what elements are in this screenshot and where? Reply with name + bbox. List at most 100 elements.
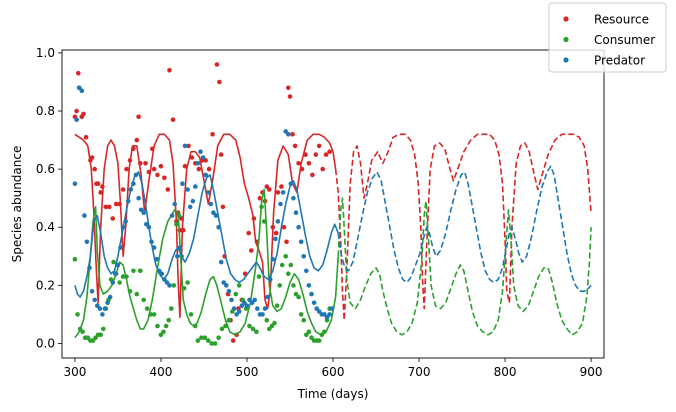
- predator-point: [200, 155, 206, 160]
- predator-point: [167, 283, 172, 288]
- predator-point: [113, 271, 118, 277]
- resource-point: [279, 184, 284, 189]
- consumer-point: [250, 326, 256, 332]
- predator-point: [79, 88, 85, 93]
- predator-point: [231, 306, 237, 311]
- consumer-point: [161, 329, 166, 335]
- x-tick-label: 600: [322, 365, 345, 379]
- consumer-point: [226, 317, 232, 323]
- x-axis-label: Time (days): [297, 387, 369, 401]
- resource-point: [83, 134, 89, 140]
- resource-point: [290, 132, 295, 137]
- resource-point: [170, 117, 176, 122]
- predator-point: [224, 283, 229, 288]
- predator-legend-marker: [563, 57, 569, 63]
- predator-point: [275, 219, 281, 224]
- predator-point: [72, 181, 78, 186]
- resource-point: [120, 187, 126, 192]
- consumer-point: [283, 253, 289, 259]
- resource-point: [107, 204, 112, 210]
- predator-point: [180, 181, 185, 186]
- predator-point: [172, 201, 177, 207]
- predator-point: [291, 195, 296, 201]
- resource-point: [89, 155, 95, 160]
- predator-point: [244, 303, 250, 309]
- resource-point: [162, 175, 167, 181]
- resource-point: [165, 187, 171, 192]
- consumer-forecast-line: [337, 197, 592, 336]
- predator-point: [185, 187, 190, 192]
- resource-point: [136, 114, 141, 120]
- consumer-point: [256, 274, 262, 279]
- predator-point: [89, 288, 95, 294]
- predator-point: [203, 172, 208, 178]
- predator-point: [262, 306, 268, 311]
- x-tick-label: 300: [63, 365, 86, 379]
- consumer-point: [264, 317, 270, 323]
- y-tick-label: 0.2: [36, 278, 55, 292]
- predator-point: [105, 300, 110, 306]
- consumer-legend-marker: [563, 36, 569, 43]
- resource-point: [186, 143, 191, 149]
- consumer-point: [247, 323, 252, 329]
- consumer-point: [111, 259, 116, 265]
- consumer-point: [279, 262, 285, 268]
- predator-point: [252, 297, 257, 303]
- resource-point: [273, 230, 279, 236]
- y-tick-label: 0.8: [36, 104, 55, 118]
- predator-point: [213, 213, 219, 218]
- consumer-point: [306, 329, 312, 335]
- predator-point: [190, 198, 196, 204]
- predator-point: [286, 132, 291, 137]
- x-axis-ticks: 300 400 500 600 700 800 900: [63, 358, 603, 379]
- resource-point: [257, 195, 263, 201]
- resource-point: [124, 166, 129, 172]
- y-axis-label: Species abundance: [10, 146, 24, 263]
- consumer-point: [254, 329, 259, 335]
- resource-point: [313, 152, 319, 157]
- resource-point: [275, 190, 281, 195]
- predator-point: [301, 253, 307, 259]
- consumer-point: [296, 294, 301, 300]
- predator-point: [206, 190, 211, 195]
- legend-frame: [548, 2, 667, 73]
- consumer-point: [304, 332, 309, 338]
- y-tick-label: 1.0: [36, 46, 55, 60]
- predator-point: [198, 149, 203, 154]
- resource-point: [217, 79, 222, 85]
- predator-point: [218, 259, 224, 265]
- consumer-point: [75, 312, 80, 317]
- x-tick-label: 900: [580, 365, 603, 379]
- resource-point: [158, 163, 164, 169]
- resource-point: [98, 190, 103, 195]
- resource-point: [134, 137, 140, 143]
- resource-point: [189, 155, 195, 160]
- predator-point: [193, 184, 198, 189]
- consumer-point: [131, 268, 136, 274]
- predator-point: [92, 297, 97, 303]
- resource-point: [103, 204, 109, 210]
- resource-point: [306, 161, 312, 166]
- predator-point: [141, 210, 146, 215]
- resource-point: [218, 152, 224, 157]
- consumer-point: [195, 338, 201, 343]
- resource-point: [327, 149, 332, 154]
- legend: Resource Consumer Predator: [548, 2, 667, 73]
- predator-point: [97, 306, 103, 311]
- y-tick-label: 0.0: [36, 336, 55, 350]
- consumer-point: [120, 274, 126, 279]
- predator-point: [270, 256, 276, 262]
- resource-point: [230, 338, 236, 343]
- predator-point: [175, 253, 180, 259]
- resource-point: [214, 62, 220, 67]
- predator-point: [280, 190, 286, 195]
- consumer-point: [274, 303, 280, 309]
- predator-point: [296, 224, 301, 230]
- resource-point: [151, 166, 157, 172]
- consumer-point: [233, 291, 239, 297]
- consumer-point: [141, 297, 146, 303]
- consumer-point: [288, 262, 294, 268]
- y-axis-ticks: 0.0 0.2 0.4 0.6 0.8 1.0: [36, 46, 62, 350]
- predator-fit-line: [74, 171, 339, 298]
- resource-point: [155, 172, 160, 178]
